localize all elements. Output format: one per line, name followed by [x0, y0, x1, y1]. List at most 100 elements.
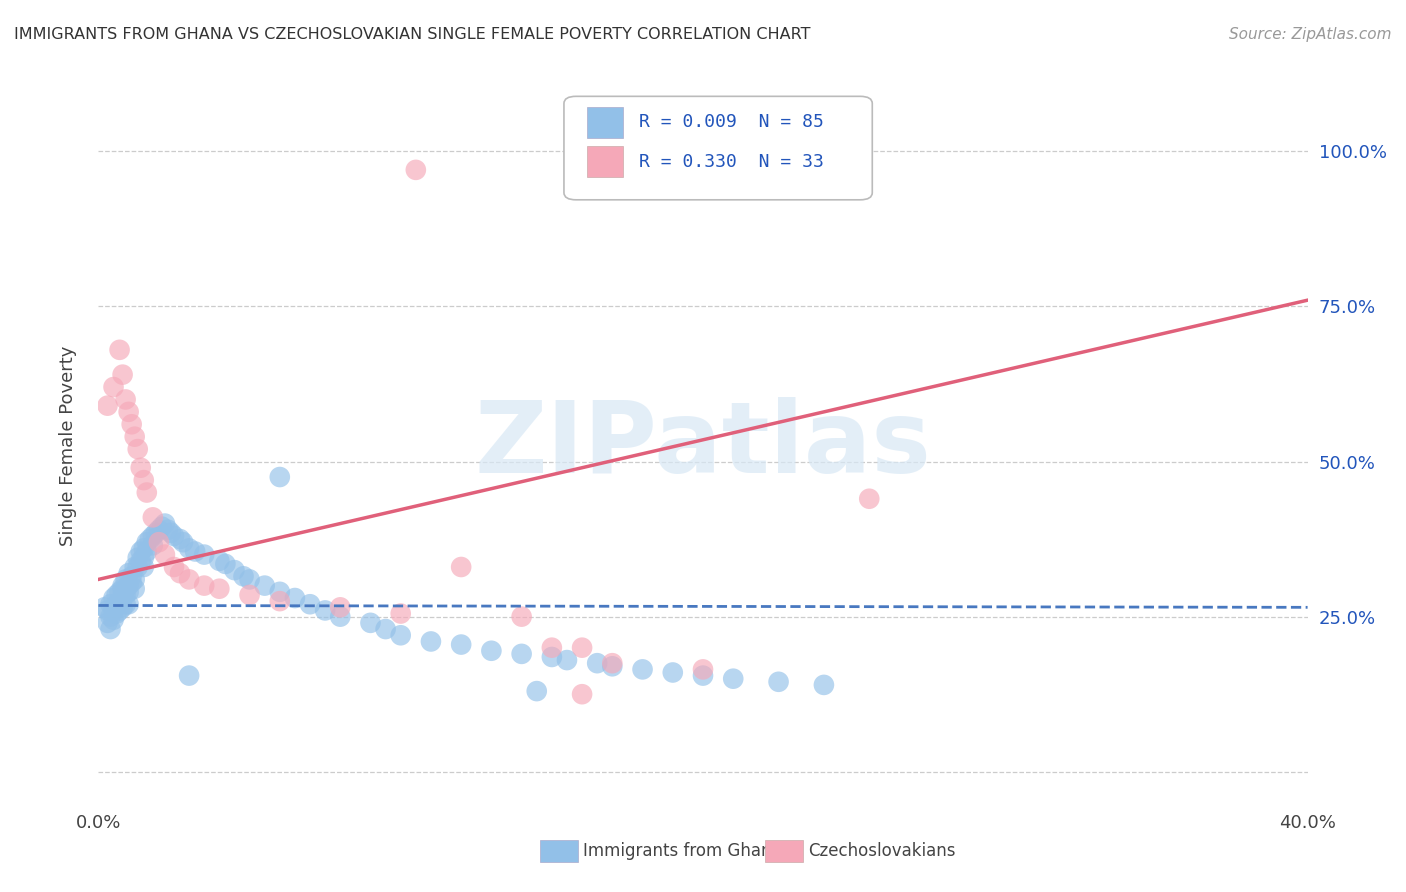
- Point: [571, 687, 593, 701]
- Point: [156, 523, 179, 537]
- Point: [692, 668, 714, 682]
- Point: [135, 535, 157, 549]
- Point: [692, 662, 714, 676]
- Point: [118, 584, 141, 599]
- Point: [121, 417, 143, 432]
- Point: [100, 597, 122, 611]
- Point: [127, 560, 149, 574]
- Point: [132, 550, 155, 565]
- Point: [135, 544, 157, 558]
- Point: [858, 491, 880, 506]
- Point: [389, 628, 412, 642]
- Point: [540, 640, 562, 655]
- Point: [329, 609, 352, 624]
- Point: [153, 516, 176, 531]
- Point: [299, 597, 322, 611]
- Point: [142, 538, 165, 552]
- Point: [103, 380, 125, 394]
- Point: [510, 609, 533, 624]
- Text: R = 0.009  N = 85: R = 0.009 N = 85: [638, 113, 824, 131]
- Point: [179, 573, 201, 587]
- Point: [142, 529, 165, 543]
- Point: [121, 569, 143, 583]
- Point: [108, 594, 131, 608]
- Point: [602, 659, 624, 673]
- Point: [100, 622, 122, 636]
- Point: [768, 674, 790, 689]
- Point: [139, 532, 162, 546]
- Text: IMMIGRANTS FROM GHANA VS CZECHOSLOVAKIAN SINGLE FEMALE POVERTY CORRELATION CHART: IMMIGRANTS FROM GHANA VS CZECHOSLOVAKIAN…: [14, 27, 811, 42]
- Point: [179, 541, 201, 556]
- Point: [118, 566, 141, 581]
- Point: [163, 529, 186, 543]
- Point: [114, 582, 136, 596]
- Point: [100, 609, 122, 624]
- Point: [214, 557, 236, 571]
- Point: [121, 575, 143, 590]
- Point: [105, 597, 128, 611]
- Point: [118, 597, 141, 611]
- Point: [103, 603, 125, 617]
- Point: [114, 588, 136, 602]
- Point: [132, 541, 155, 556]
- Point: [269, 584, 291, 599]
- Point: [127, 442, 149, 456]
- Point: [96, 399, 118, 413]
- Point: [172, 535, 194, 549]
- Point: [114, 597, 136, 611]
- Point: [555, 653, 578, 667]
- Point: [118, 405, 141, 419]
- Point: [374, 622, 396, 636]
- Point: [450, 560, 472, 574]
- Point: [481, 644, 503, 658]
- Point: [124, 560, 146, 574]
- Text: R = 0.330  N = 33: R = 0.330 N = 33: [638, 153, 824, 170]
- Point: [129, 544, 152, 558]
- Point: [114, 573, 136, 587]
- Point: [510, 647, 533, 661]
- Point: [224, 563, 246, 577]
- Point: [135, 485, 157, 500]
- Point: [389, 607, 412, 621]
- Point: [208, 554, 231, 568]
- Point: [253, 579, 276, 593]
- Point: [132, 560, 155, 574]
- Point: [150, 519, 173, 533]
- Point: [108, 343, 131, 357]
- Point: [93, 600, 115, 615]
- Point: [540, 650, 562, 665]
- Point: [103, 613, 125, 627]
- Point: [193, 579, 215, 593]
- Point: [526, 684, 548, 698]
- Point: [360, 615, 382, 630]
- Text: ZIPatlas: ZIPatlas: [475, 398, 931, 494]
- Point: [124, 582, 146, 596]
- FancyBboxPatch shape: [564, 96, 872, 200]
- Point: [232, 569, 254, 583]
- Point: [450, 638, 472, 652]
- Text: Czechoslovakians: Czechoslovakians: [808, 842, 956, 860]
- Point: [269, 470, 291, 484]
- Point: [129, 554, 152, 568]
- Point: [269, 594, 291, 608]
- FancyBboxPatch shape: [586, 107, 623, 138]
- Point: [127, 550, 149, 565]
- Point: [169, 566, 191, 581]
- Point: [124, 573, 146, 587]
- Text: Immigrants from Ghana: Immigrants from Ghana: [583, 842, 782, 860]
- Point: [145, 525, 167, 540]
- Point: [111, 591, 134, 605]
- Point: [111, 582, 134, 596]
- Point: [111, 579, 134, 593]
- Point: [314, 603, 336, 617]
- Text: Source: ZipAtlas.com: Source: ZipAtlas.com: [1229, 27, 1392, 42]
- Point: [103, 591, 125, 605]
- Point: [111, 368, 134, 382]
- Point: [114, 392, 136, 407]
- Point: [602, 656, 624, 670]
- Point: [813, 678, 835, 692]
- Point: [179, 668, 201, 682]
- Point: [153, 548, 176, 562]
- Point: [631, 662, 654, 676]
- Point: [132, 473, 155, 487]
